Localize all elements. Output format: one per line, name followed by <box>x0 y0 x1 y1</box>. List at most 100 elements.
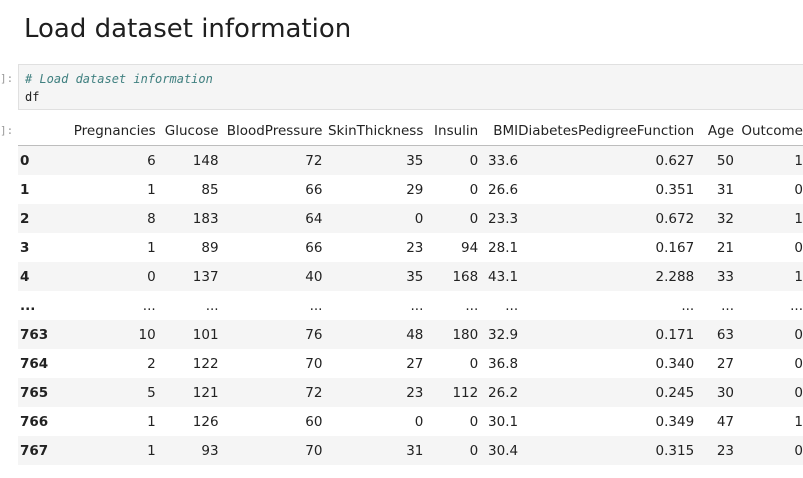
table-cell: 122 <box>192 355 219 372</box>
table-cell: 148 <box>192 152 219 169</box>
table-cell: 33 <box>716 268 735 285</box>
table-cell: 23 <box>716 442 735 459</box>
column-header: BloodPressure <box>218 116 323 146</box>
column-header: Pregnancies <box>57 116 156 146</box>
table-cell: 0 <box>794 384 803 401</box>
table-cell: ... <box>721 297 735 314</box>
table-cell: 28.1 <box>488 239 519 256</box>
table-cell: 121 <box>192 384 219 401</box>
table-cell: 27 <box>406 355 424 372</box>
row-index: 2 <box>20 210 30 227</box>
table-cell: 23 <box>406 384 424 401</box>
table-cell: 32.9 <box>488 326 519 343</box>
table-cell: 31 <box>716 181 735 198</box>
table-cell: 26.6 <box>488 181 519 198</box>
column-header: Glucose <box>155 116 219 146</box>
table-cell: 76 <box>305 326 323 343</box>
table-cell: 47 <box>716 413 735 430</box>
table-body: 0 6 148 72 35 0 33.6 0.627 50 1 1 1 85 66 29 0 26.6 0.351… <box>18 145 803 465</box>
row-index: 4 <box>20 268 30 285</box>
table-row: 763 10 101 76 48 180 32.9 0.171 63 0 <box>18 320 803 349</box>
table-cell: 0 <box>469 181 479 198</box>
table-cell: 1 <box>794 152 803 169</box>
column-header: Outcome <box>734 116 803 146</box>
table-row: 3 1 89 66 23 94 28.1 0.167 21 0 <box>18 233 803 262</box>
table-cell: 26.2 <box>488 384 519 401</box>
table-cell: 35 <box>406 268 424 285</box>
column-header: Age <box>694 116 735 146</box>
table-cell: 0 <box>794 239 803 256</box>
table-cell: 48 <box>406 326 424 343</box>
output-prompt: ]: <box>0 124 14 137</box>
row-index: 0 <box>20 152 30 169</box>
table-cell: 89 <box>201 239 219 256</box>
table-cell: 0.672 <box>655 210 695 227</box>
column-header: DiabetesPedigreeFunction <box>518 116 695 146</box>
table-cell: ... <box>505 297 519 314</box>
table-cell: 180 <box>452 326 479 343</box>
table-cell: 6 <box>147 152 156 169</box>
table-cell: 0 <box>414 413 424 430</box>
table-cell: 63 <box>716 326 735 343</box>
table-row: 765 5 121 72 23 112 26.2 0.245 30 0 <box>18 378 803 407</box>
row-index: 3 <box>20 239 30 256</box>
table-cell: 64 <box>305 210 323 227</box>
table-row: 0 6 148 72 35 0 33.6 0.627 50 1 <box>18 145 803 175</box>
table-cell: 0.627 <box>655 152 695 169</box>
table-cell: 70 <box>305 442 323 459</box>
code-comment: # Load dataset information <box>25 72 213 86</box>
row-index: ... <box>20 297 36 314</box>
table-cell: 40 <box>305 268 323 285</box>
table-cell: 0 <box>794 326 803 343</box>
table-cell: 0.171 <box>655 326 695 343</box>
table-cell: 43.1 <box>488 268 519 285</box>
row-index: 767 <box>20 442 49 459</box>
table-cell: 93 <box>201 442 219 459</box>
table-cell: 168 <box>452 268 479 285</box>
table-cell: 1 <box>794 413 803 430</box>
table-cell: ... <box>309 297 323 314</box>
table-cell: 101 <box>192 326 219 343</box>
table-cell: 72 <box>305 384 323 401</box>
row-index: 766 <box>20 413 49 430</box>
table-cell: 1 <box>147 442 156 459</box>
table-cell: 1 <box>147 181 156 198</box>
input-prompt: ]: <box>0 72 14 85</box>
table-cell: 31 <box>406 442 424 459</box>
table-cell: 66 <box>305 181 323 198</box>
table-cell: 72 <box>305 152 323 169</box>
table-cell: 0 <box>794 181 803 198</box>
table-cell: 27 <box>716 355 735 372</box>
table-cell: 85 <box>201 181 219 198</box>
table-cell: 0.167 <box>655 239 695 256</box>
table-cell: 0 <box>469 413 479 430</box>
table-cell: ... <box>465 297 479 314</box>
table-cell: 5 <box>147 384 156 401</box>
table-cell: ... <box>142 297 156 314</box>
table-cell: 0 <box>469 152 479 169</box>
column-header: BMI <box>478 116 519 146</box>
table-cell: 137 <box>192 268 219 285</box>
table-cell: 30.4 <box>488 442 519 459</box>
column-header: Insulin <box>423 116 479 146</box>
table-cell: 1 <box>147 413 156 430</box>
table-cell: 30.1 <box>488 413 519 430</box>
table-cell: 0.340 <box>655 355 695 372</box>
row-index: 765 <box>20 384 49 401</box>
table-cell: 0 <box>414 210 424 227</box>
table-row: 766 1 126 60 0 0 30.1 0.349 47 1 <box>18 407 803 436</box>
markdown-heading: Load dataset information <box>24 14 352 44</box>
table-cell: 8 <box>147 210 156 227</box>
table-cell: 23.3 <box>488 210 519 227</box>
table-cell: ... <box>790 297 803 314</box>
table-cell: 60 <box>305 413 323 430</box>
table-cell: 0.351 <box>655 181 695 198</box>
table-cell: 21 <box>716 239 735 256</box>
table-cell: 70 <box>305 355 323 372</box>
row-index: 1 <box>20 181 30 198</box>
table-cell: 94 <box>461 239 479 256</box>
table-cell: 36.8 <box>488 355 519 372</box>
code-cell[interactable]: # Load dataset information df <box>18 64 803 110</box>
table-cell: 2 <box>147 355 156 372</box>
table-row: .............................. <box>18 291 803 320</box>
